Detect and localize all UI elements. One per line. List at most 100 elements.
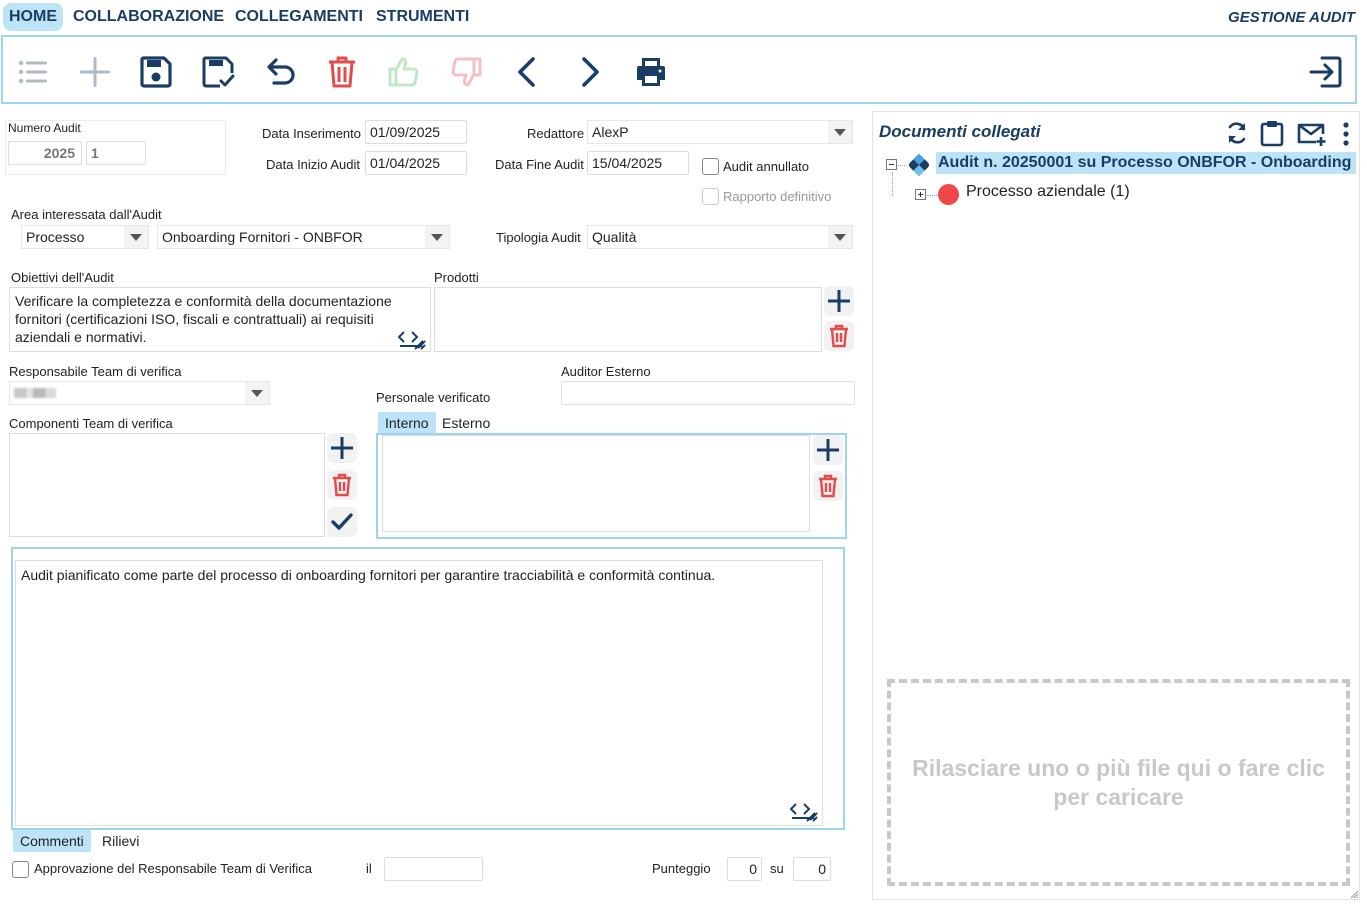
remove-componente-button[interactable] (327, 470, 357, 500)
trash-icon (830, 324, 848, 348)
chevron-down-icon (425, 226, 449, 248)
undo-icon (267, 58, 295, 85)
clipboard-icon[interactable] (1259, 119, 1285, 147)
print-button[interactable] (631, 52, 671, 92)
resize-handle-icon[interactable] (1349, 889, 1359, 899)
area-select[interactable]: Onboarding Fornitori - ONBFOR (157, 225, 450, 249)
componenti-label: Componenti Team di verifica (9, 416, 173, 431)
data-inizio-label: Data Inizio Audit (266, 157, 360, 172)
tree-connector (892, 172, 893, 196)
auditor-esterno-field[interactable] (561, 381, 855, 405)
trash-icon (819, 474, 837, 498)
next-button[interactable] (569, 52, 609, 92)
obiettivi-textarea[interactable]: Verificare la completezza e conformità d… (9, 287, 431, 352)
confirm-componente-button[interactable] (327, 507, 357, 537)
tipologia-value: Qualità (592, 229, 637, 245)
tipologia-select[interactable]: Qualità (587, 225, 853, 249)
audit-node-icon (908, 153, 930, 177)
commenti-textarea[interactable]: Audit pianificato come parte del process… (15, 560, 823, 826)
menu-home[interactable]: HOME (3, 3, 63, 31)
menu-collaborazione[interactable]: COLLABORAZIONE (73, 8, 225, 25)
responsabile-select[interactable] (9, 381, 270, 405)
refresh-icon[interactable] (1224, 120, 1250, 146)
chevron-down-icon (828, 226, 852, 248)
remove-prodotto-button[interactable] (824, 321, 854, 351)
tree-root-node[interactable]: Audit n. 20250001 su Processo ONBFOR - O… (936, 152, 1356, 174)
app-title: GESTIONE AUDIT (1228, 9, 1355, 26)
reject-button (446, 52, 486, 92)
tab-rilievi[interactable]: Rilievi (102, 833, 140, 849)
data-inserimento-field[interactable]: 01/09/2025 (365, 120, 467, 144)
save-icon (140, 56, 172, 88)
list-button (13, 52, 53, 92)
collapse-tree-icon[interactable] (886, 159, 897, 170)
exit-button[interactable] (1306, 52, 1346, 92)
save-button[interactable] (136, 52, 176, 92)
expand-editor-icon[interactable] (397, 329, 427, 351)
tab-esterno[interactable]: Esterno (442, 415, 491, 431)
rapporto-definitivo-label: Rapporto definitivo (723, 189, 832, 204)
approvazione-checkbox[interactable] (12, 861, 29, 878)
previous-icon (518, 57, 535, 87)
previous-button[interactable] (508, 52, 548, 92)
obiettivi-label: Obiettivi dell'Audit (11, 270, 114, 285)
menu-bar: HOME COLLABORAZIONE COLLEGAMENTI STRUMEN… (0, 0, 1367, 34)
file-dropzone[interactable]: Rilasciare uno o più file qui o fare cli… (887, 679, 1350, 886)
personale-list[interactable] (382, 435, 810, 532)
add-button (75, 52, 115, 92)
plus-icon (817, 439, 839, 461)
area-type-value: Processo (26, 229, 85, 245)
thumbs-down-icon (451, 57, 482, 87)
print-icon (637, 58, 665, 86)
add-componente-button[interactable] (327, 433, 357, 463)
tree-connector (898, 165, 905, 166)
tab-commenti[interactable]: Commenti (13, 830, 91, 852)
tab-interno[interactable]: Interno (378, 412, 436, 434)
data-fine-label: Data Fine Audit (495, 157, 584, 172)
documents-title: Documenti collegati (879, 122, 1041, 141)
area-value: Onboarding Fornitori - ONBFOR (162, 229, 363, 245)
next-icon (582, 57, 599, 87)
plus-icon (828, 290, 850, 312)
documents-panel: Documenti collegati Audit n. 20250001 su… (872, 111, 1360, 900)
obiettivi-text: Verificare la completezza e conformità d… (15, 293, 392, 345)
approvazione-label: Approvazione del Responsabile Team di Ve… (34, 861, 312, 876)
delete-button[interactable] (322, 52, 362, 92)
area-type-select[interactable]: Processo (21, 225, 149, 249)
approvazione-date-field[interactable] (384, 857, 483, 881)
chevron-down-icon (828, 121, 852, 143)
menu-strumenti[interactable]: STRUMENTI (376, 8, 470, 25)
audit-annullato-label: Audit annullato (723, 159, 810, 174)
punteggio-field[interactable]: 0 (727, 857, 762, 881)
expand-tree-icon[interactable] (915, 189, 926, 200)
expand-editor-icon[interactable] (789, 801, 819, 823)
punteggio-label: Punteggio (652, 861, 711, 876)
personale-label: Personale verificato (376, 390, 491, 405)
audit-annullato-checkbox[interactable] (702, 158, 719, 175)
add-prodotto-button[interactable] (824, 286, 854, 316)
plus-icon (331, 437, 353, 459)
add-personale-button[interactable] (813, 435, 843, 465)
data-inizio-field[interactable]: 01/04/2025 (365, 151, 467, 175)
mail-add-icon[interactable] (1297, 121, 1327, 147)
exit-icon (1309, 56, 1342, 88)
undo-button[interactable] (260, 52, 300, 92)
remove-personale-button[interactable] (813, 471, 843, 501)
responsabile-label: Responsabile Team di verifica (9, 364, 182, 379)
delete-icon (329, 56, 355, 88)
toolbar (1, 35, 1357, 104)
punteggio-max-field[interactable]: 0 (793, 857, 831, 881)
componenti-list[interactable] (9, 433, 325, 537)
redattore-select[interactable]: AlexP (587, 120, 853, 144)
tree-child-node[interactable]: Processo aziendale (1) (966, 183, 1130, 200)
redattore-label: Redattore (527, 126, 585, 141)
thumbs-up-icon (388, 57, 419, 87)
save-check-icon (202, 56, 235, 88)
prodotti-label: Prodotti (434, 270, 479, 285)
more-vertical-icon[interactable] (1340, 121, 1352, 147)
menu-collegamenti[interactable]: COLLEGAMENTI (235, 8, 363, 25)
data-fine-field[interactable]: 15/04/2025 (587, 151, 689, 175)
prodotti-list[interactable] (434, 287, 822, 352)
save-and-confirm-button[interactable] (198, 52, 238, 92)
dropzone-text: Rilasciare uno o più file qui o fare cli… (912, 754, 1325, 810)
